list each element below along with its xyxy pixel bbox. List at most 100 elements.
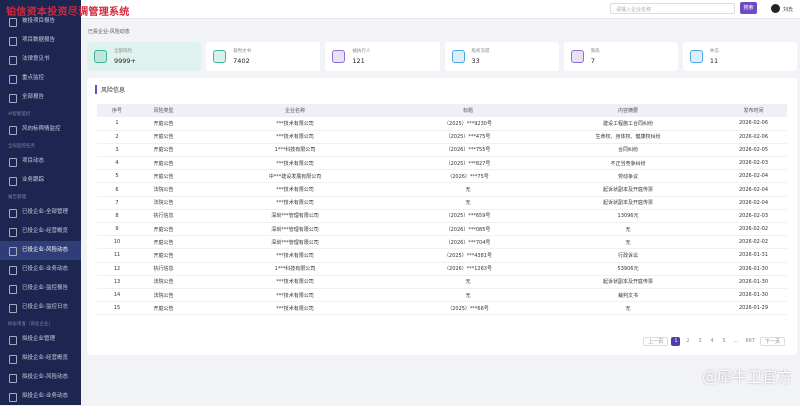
table-cell: 起诉状副本及开庭传票 [536, 275, 720, 289]
table-row[interactable]: 2 开庭公告 ***技术有限公司 （2025）***475号 生命权、身体权、健康权纠纷… [97, 130, 787, 144]
table-cell: 14 [97, 288, 137, 303]
page-number[interactable]: 1 [671, 337, 681, 346]
table-cell: 开庭公告 [137, 117, 190, 131]
table-row[interactable]: 8 执行信息 深圳***管理有限公司 （2025）***659号 13096元 2026-… [97, 209, 787, 224]
table-cell: 13096元 [536, 209, 720, 224]
page-number[interactable]: ... [733, 338, 739, 344]
table-cell: 合同纠纷 [536, 143, 720, 158]
card-value: 11 [709, 57, 719, 65]
menu-section: 全局监控任务 [8, 144, 35, 149]
menu-item[interactable]: 被投项目报告 [0, 12, 81, 31]
menu-item[interactable]: 已投企业-业务动态 [0, 260, 81, 279]
stat-card[interactable]: 限高 7 [563, 42, 678, 71]
table-row[interactable]: 11 开庭公告 ***技术有限公司 （2025）***4381号 行政诉讼 2026-01… [97, 248, 787, 263]
search-input[interactable]: 请输入企业名称 [610, 3, 735, 14]
table-cell: 无 [536, 235, 720, 250]
page-number[interactable]: 667 [745, 338, 755, 344]
table-cell: 2026-02-03 [720, 156, 787, 171]
table-cell: （2025）***475号 [400, 130, 536, 144]
table-row[interactable]: 7 法院公告 ***技术有限公司无起诉状副本及开庭传票 2026-02-04 [97, 196, 787, 210]
table-row[interactable]: 12 执行信息 1***科技有限公司 （2026）***1263号 53906元 2026… [97, 262, 787, 276]
menu-item[interactable]: 重点监控 [0, 69, 81, 88]
stat-card[interactable]: 股权冻结 33 [444, 42, 559, 71]
table-cell: 开庭公告 [137, 222, 190, 237]
menu-section: 报告管理 [8, 195, 26, 200]
stat-card[interactable]: 被执行人 121 [325, 42, 440, 71]
table-cell: 无 [400, 182, 536, 197]
table-row[interactable]: 15 开庭公告 ***技术有限公司 （2025）***66号无 2026-01-29 [97, 301, 787, 316]
user-name[interactable]: 刘氏 [783, 7, 794, 13]
table-cell: 2026-02-04 [720, 169, 787, 184]
table-row[interactable]: 10 开庭公告 深圳***管理有限公司 （2026）***704号无 2026-02-0… [97, 235, 787, 250]
table-cell: （2025）***659号 [400, 209, 536, 224]
page-number[interactable]: 5 [722, 338, 726, 344]
menu-section: AI智能监控 [8, 112, 31, 117]
menu-item[interactable]: 拟投企业-经营概览 [0, 349, 81, 368]
card-label: 失信 [709, 49, 719, 54]
table-cell: 9 [97, 222, 137, 237]
table-cell: 开庭公告 [137, 235, 190, 250]
menu-item[interactable]: 已投企业-监控报告 [0, 279, 81, 298]
stat-card[interactable]: 失信 11 [682, 42, 798, 71]
risk-table: 序号 风险类型 企业名称 标题 内容摘要 发布时间 1 开庭公告 ***技术有限公司 （2025）… [97, 104, 787, 316]
card-value: 7 [590, 57, 595, 65]
menu-item[interactable]: 法律意见书 [0, 50, 81, 69]
table-cell: 起诉状副本及开庭传票 [536, 196, 720, 210]
table-cell: ***技术有限公司 [190, 196, 400, 210]
table-body: 1 开庭公告 ***技术有限公司 （2025）***9230号 建设工程施工合同纠纷 20… [97, 117, 787, 316]
table-row[interactable]: 14 法院公告 ***技术有限公司无裁判文书 2026-01-30 [97, 288, 787, 303]
stat-card[interactable]: 裁判文书 7402 [206, 42, 321, 71]
menu-item[interactable]: 已投企业-监控日志 [0, 298, 81, 317]
card-label: 股权冻结 [471, 49, 490, 54]
prev-page[interactable]: 上一页 [643, 337, 669, 346]
stat-card[interactable]: 全部风险 9999+ [87, 42, 202, 71]
column-header: 序号 [97, 104, 137, 117]
card-label: 限高 [590, 49, 600, 54]
table-cell: 无 [400, 196, 536, 210]
stat-cards: 全部风险 9999+ 裁判文书 7402 被执行人 121 股权冻结 33 限高 7 失信 11 [87, 42, 798, 71]
table-cell: ***技术有限公司 [190, 117, 400, 131]
next-page[interactable]: 下一页 [759, 337, 785, 346]
table-cell: 11 [97, 248, 137, 263]
table-row[interactable]: 6 法院公告 ***技术有限公司无起诉状副本及开庭传票 2026-02-04 [97, 182, 787, 197]
menu-item[interactable]: 全部报告 [0, 88, 81, 107]
table-cell: （2026）***755号 [400, 143, 536, 158]
table-cell: 执行信息 [137, 209, 190, 224]
menu-item[interactable]: 拟投企业-业务动态 [0, 387, 81, 406]
table-cell: 行政诉讼 [536, 248, 720, 263]
table-cell: 2026-02-03 [720, 209, 787, 224]
table-row[interactable]: 4 开庭公告 ***技术有限公司 （2025）***827号 不正当竞争纠纷 2026-0… [97, 156, 787, 171]
menu-item[interactable]: 已投企业-经营概览 [0, 222, 81, 241]
table-row[interactable]: 13 法院公告 ***技术有限公司无起诉状副本及开庭传票 2026-01-30 [97, 275, 787, 289]
menu-item[interactable]: 拟投企业管理 [0, 330, 81, 349]
table-row[interactable]: 1 开庭公告 ***技术有限公司 （2025）***9230号 建设工程施工合同纠纷 20… [97, 117, 787, 131]
table-cell: 1***科技有限公司 [190, 262, 400, 276]
table-row[interactable]: 5 开庭公告 中***建设发展有限公司 （2026）***75号 劳动争议 2026-02… [97, 169, 787, 184]
menu-item[interactable]: 拟投企业-风险动态 [0, 368, 81, 387]
menu-item[interactable]: 项目数据报告 [0, 31, 81, 50]
table-cell: 2026-02-05 [720, 143, 787, 158]
table-row[interactable]: 3 开庭公告 1***科技有限公司 （2026）***755号 合同纠纷 2026-02-… [97, 143, 787, 158]
table-cell: 2026-01-31 [720, 248, 787, 263]
avatar[interactable] [771, 4, 780, 13]
search-button[interactable]: 搜索 [740, 2, 757, 14]
menu-item[interactable]: 项目动态 [0, 152, 81, 171]
page-number[interactable]: 2 [686, 338, 690, 344]
table-cell: 2 [97, 130, 137, 144]
table-cell: 53906元 [536, 262, 720, 276]
table-cell: 开庭公告 [137, 143, 190, 158]
table-row[interactable]: 9 开庭公告 深圳***管理有限公司 （2026）***085号无 2026-02-02 [97, 222, 787, 237]
menu-item[interactable]: 风向标舆情监控 [0, 120, 81, 139]
table-cell: 生命权、身体权、健康权纠纷 [536, 130, 720, 144]
table-cell: 无 [536, 301, 720, 316]
page-number[interactable]: 3 [698, 338, 702, 344]
panel-title: 风险信息 [95, 85, 125, 94]
table-cell: （2025）***66号 [400, 301, 536, 316]
menu-item[interactable]: 已投企业-全部管理 [0, 203, 81, 222]
page-number[interactable]: 4 [710, 338, 714, 344]
table-cell: 10 [97, 235, 137, 250]
menu-item[interactable]: 业务跟踪 [0, 171, 81, 190]
menu-item[interactable]: 已投企业-风险动态 [0, 241, 81, 260]
table-cell: 不正当竞争纠纷 [536, 156, 720, 171]
